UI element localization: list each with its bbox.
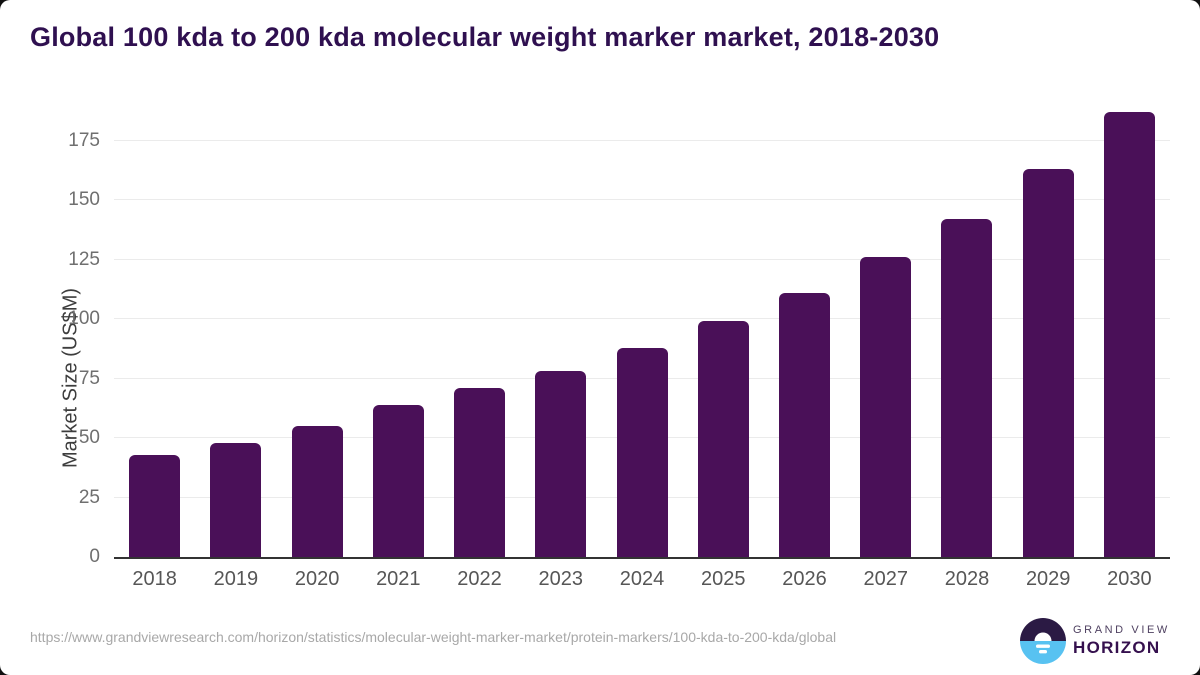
bar-2021 xyxy=(372,404,424,557)
brand-name-bottom: HORIZON xyxy=(1073,638,1161,657)
x-axis-labels: 2018 2019 2020 2021 2022 2023 2024 2025 2026 2027… xyxy=(114,568,1170,591)
bar-2023 xyxy=(535,371,587,557)
bar-2028 xyxy=(941,219,993,557)
y-tick-label-175: 175 xyxy=(68,129,100,151)
x-axis-label-2025: 2025 xyxy=(701,568,746,590)
y-tick-label-50: 50 xyxy=(78,427,100,449)
x-axis-label-2028: 2028 xyxy=(944,568,990,590)
bar-slot-2022 xyxy=(439,105,520,557)
bar-slot-2027 xyxy=(845,105,926,557)
x-axis-label-2020: 2020 xyxy=(294,568,340,590)
x-axis-label-2027: 2027 xyxy=(863,568,908,590)
x-axis-label-2019: 2019 xyxy=(213,568,259,590)
bar-slot-2029 xyxy=(1008,105,1089,557)
brand-name-top: GRAND VIEW xyxy=(1073,624,1170,636)
brand-logo-text: GRAND VIEW HORIZON xyxy=(1073,624,1170,658)
x-axis-label-2029: 2029 xyxy=(1025,568,1071,590)
bar-2029 xyxy=(1022,169,1074,557)
source-url: https://www.grandviewresearch.com/horizo… xyxy=(30,629,837,645)
gridline-125 xyxy=(114,258,1170,260)
y-tick-label-125: 125 xyxy=(68,248,100,270)
bar-series xyxy=(114,105,1170,557)
bar-slot-2025 xyxy=(683,105,764,557)
y-axis-tick-labels: 0 25 50 75 100 125 150 175 xyxy=(0,105,100,566)
y-tick-label-100: 100 xyxy=(68,308,100,330)
bar-2027 xyxy=(860,257,912,557)
gridline-175 xyxy=(114,139,1170,141)
gridline-150 xyxy=(114,199,1170,201)
plot-area xyxy=(114,105,1170,559)
gridline-100 xyxy=(114,318,1170,320)
bar-2018 xyxy=(129,454,181,557)
x-axis-label-2018: 2018 xyxy=(132,568,177,590)
y-tick-label-25: 25 xyxy=(78,486,100,508)
chart-title: Global 100 kda to 200 kda molecular weig… xyxy=(30,22,940,52)
bar-slot-2019 xyxy=(195,105,276,557)
x-axis-label-2023: 2023 xyxy=(538,568,584,590)
brand-logo: GRAND VIEW HORIZON xyxy=(1020,618,1170,664)
bar-slot-2026 xyxy=(764,105,845,557)
bar-2019 xyxy=(210,442,262,557)
y-tick-label-0: 0 xyxy=(89,546,100,567)
bar-2025 xyxy=(697,321,749,557)
bar-2024 xyxy=(616,347,668,557)
bar-slot-2021 xyxy=(358,105,439,557)
x-axis-label-2022: 2022 xyxy=(457,568,502,590)
bar-slot-2023 xyxy=(520,105,601,557)
bar-slot-2028 xyxy=(926,105,1007,557)
x-axis-label-2024: 2024 xyxy=(619,568,665,590)
y-tick-label-75: 75 xyxy=(78,367,100,389)
bar-2020 xyxy=(291,426,343,557)
x-axis-label-2021: 2021 xyxy=(376,568,421,590)
sunrise-horizon-icon xyxy=(1020,618,1066,664)
x-axis-label-2030: 2030 xyxy=(1107,568,1152,590)
bar-2022 xyxy=(454,388,506,557)
bar-slot-2024 xyxy=(601,105,682,557)
bar-2030 xyxy=(1103,112,1155,557)
y-tick-label-150: 150 xyxy=(68,189,100,211)
bar-2026 xyxy=(778,292,830,557)
bar-slot-2030 xyxy=(1089,105,1170,557)
bar-slot-2020 xyxy=(276,105,357,557)
x-axis-label-2026: 2026 xyxy=(782,568,827,590)
bar-slot-2018 xyxy=(114,105,195,557)
